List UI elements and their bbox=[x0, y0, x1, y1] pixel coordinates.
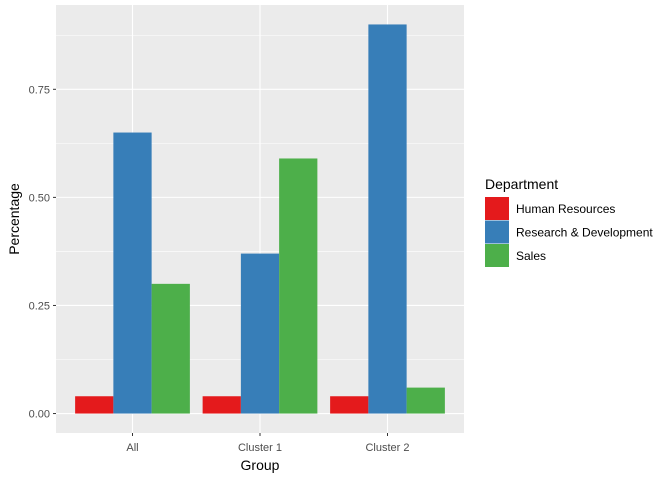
legend-title: Department bbox=[485, 176, 558, 192]
x-tick-label: All bbox=[126, 442, 138, 454]
x-tick-label: Cluster 1 bbox=[238, 442, 282, 454]
legend-label: Sales bbox=[516, 249, 546, 263]
bar bbox=[406, 387, 445, 414]
legend-key bbox=[485, 197, 509, 220]
x-axis-title: Group bbox=[241, 457, 280, 473]
y-axis-title: Percentage bbox=[6, 183, 22, 255]
bar bbox=[330, 396, 369, 414]
y-tick-label: 0.25 bbox=[29, 300, 50, 312]
bar bbox=[113, 132, 152, 414]
bars bbox=[75, 24, 445, 414]
y-tick-label: 0.50 bbox=[29, 192, 50, 204]
bar bbox=[279, 158, 318, 414]
y-tick-label: 0.00 bbox=[29, 409, 50, 421]
bar bbox=[240, 253, 280, 414]
bar bbox=[368, 24, 407, 414]
x-tick-label: Cluster 2 bbox=[365, 442, 409, 454]
bar bbox=[75, 396, 114, 414]
bar bbox=[151, 283, 190, 414]
legend-label: Human Resources bbox=[516, 202, 615, 216]
y-axis: 0.00 0.25 0.50 0.75 bbox=[29, 84, 56, 421]
legend-key bbox=[485, 244, 509, 267]
x-axis: All Cluster 1 Cluster 2 bbox=[126, 433, 410, 454]
legend: Department Human Resources Research & Dev… bbox=[485, 176, 653, 267]
y-tick-label: 0.75 bbox=[29, 84, 50, 96]
bar bbox=[202, 396, 241, 414]
legend-key bbox=[485, 220, 509, 244]
legend-label: Research & Development bbox=[516, 226, 653, 240]
